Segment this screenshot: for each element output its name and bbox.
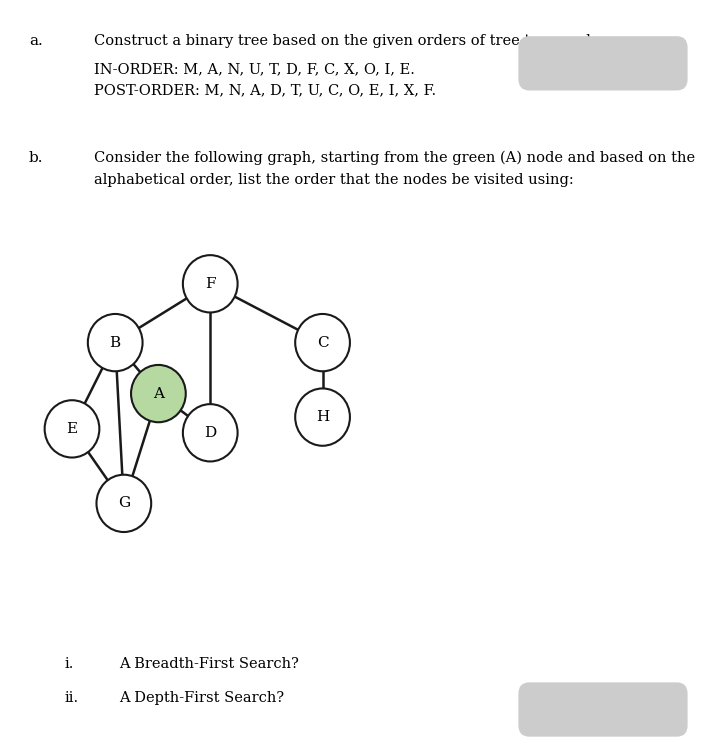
FancyBboxPatch shape xyxy=(518,36,688,90)
Text: Construct a binary tree based on the given orders of tree traversal.: Construct a binary tree based on the giv… xyxy=(94,34,595,48)
Text: alphabetical order, list the order that the nodes be visited using:: alphabetical order, list the order that … xyxy=(94,173,573,188)
Text: i.: i. xyxy=(65,657,74,672)
Text: F: F xyxy=(205,277,215,291)
Text: H: H xyxy=(316,410,329,424)
Text: B: B xyxy=(109,336,121,350)
Text: b.: b. xyxy=(29,151,43,165)
Circle shape xyxy=(295,388,350,446)
Text: Consider the following graph, starting from the green (A) node and based on the: Consider the following graph, starting f… xyxy=(94,151,695,165)
Text: A: A xyxy=(153,387,164,400)
Text: IN-ORDER: M, A, N, U, T, D, F, C, X, O, I, E.: IN-ORDER: M, A, N, U, T, D, F, C, X, O, … xyxy=(94,63,415,77)
Circle shape xyxy=(131,365,186,422)
Text: A Breadth-First Search?: A Breadth-First Search? xyxy=(119,657,299,672)
FancyBboxPatch shape xyxy=(518,682,688,737)
Text: A Depth-First Search?: A Depth-First Search? xyxy=(119,691,284,706)
Circle shape xyxy=(96,475,151,532)
Circle shape xyxy=(183,404,238,461)
Text: E: E xyxy=(66,422,78,436)
Text: a.: a. xyxy=(29,34,42,48)
Circle shape xyxy=(295,314,350,371)
Circle shape xyxy=(88,314,143,371)
Text: G: G xyxy=(117,496,130,510)
Text: POST-ORDER: M, N, A, D, T, U, C, O, E, I, X, F.: POST-ORDER: M, N, A, D, T, U, C, O, E, I… xyxy=(94,83,436,97)
Text: D: D xyxy=(204,426,217,440)
Circle shape xyxy=(45,400,99,458)
Circle shape xyxy=(183,255,238,312)
Text: C: C xyxy=(317,336,328,350)
Text: ii.: ii. xyxy=(65,691,79,706)
